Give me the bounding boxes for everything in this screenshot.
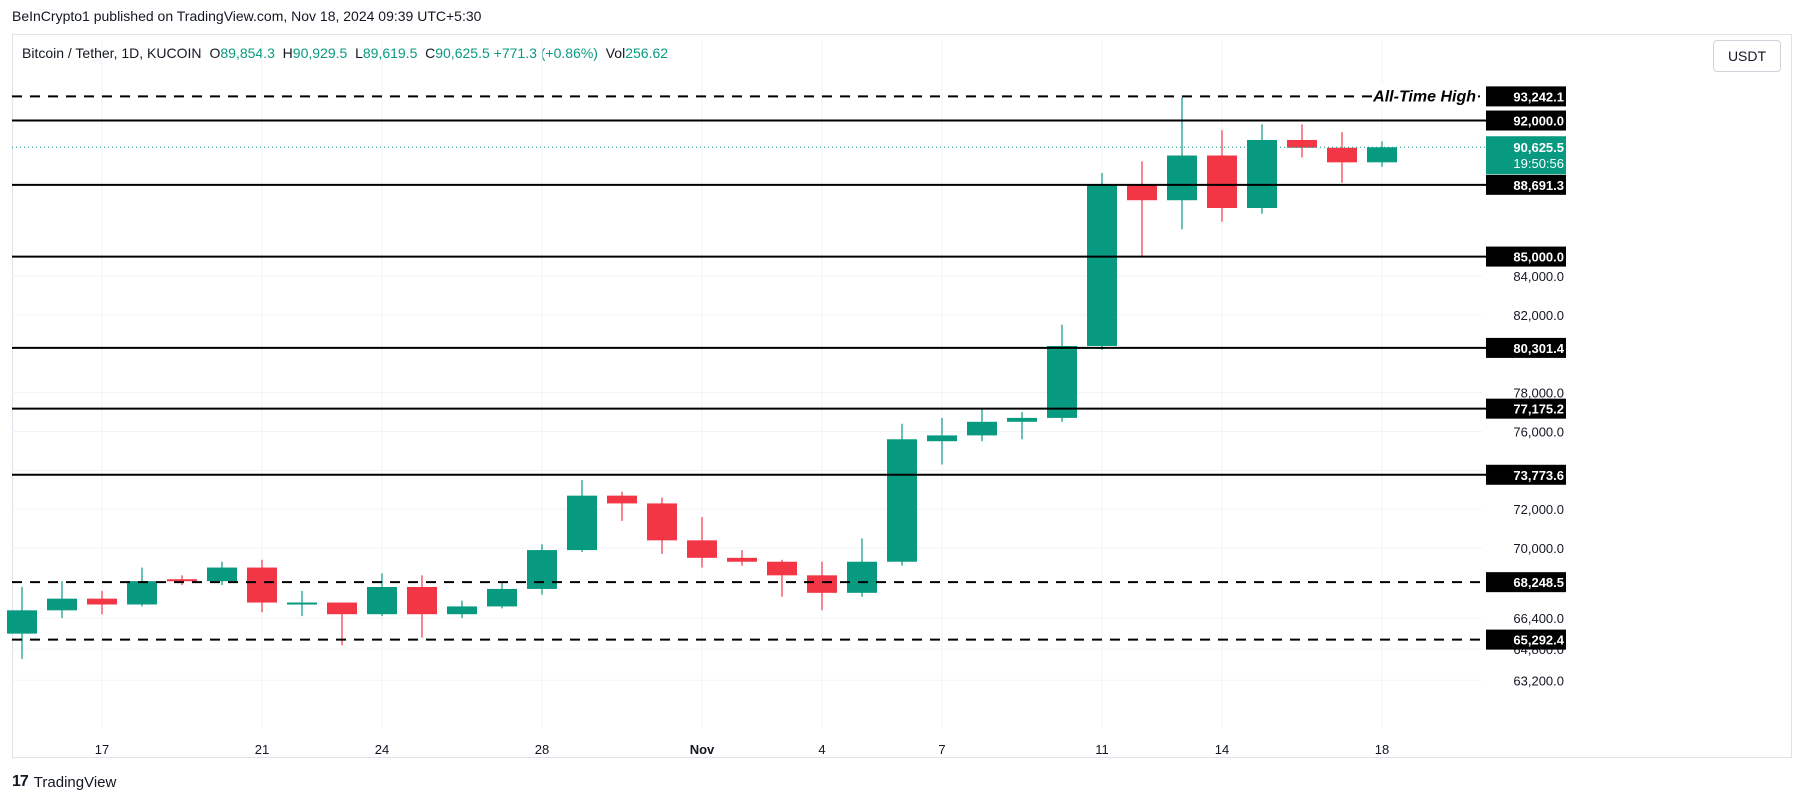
- open-value: 89,854.3: [220, 45, 275, 61]
- footer-brand[interactable]: TradingView: [33, 773, 117, 791]
- change-value: +771.3 (+0.86%): [493, 45, 598, 61]
- currency-button[interactable]: USDT: [1713, 40, 1781, 72]
- publisher-line: BeInCrypto1 published on TradingView.com…: [12, 8, 482, 24]
- close-value: 90,625.5: [435, 45, 490, 61]
- chart-frame: [12, 34, 1792, 758]
- symbol-label[interactable]: Bitcoin / Tether, 1D, KUCOIN: [22, 45, 202, 61]
- close-key: C: [425, 45, 436, 61]
- open-key: O: [209, 45, 221, 61]
- ohlc-legend: Bitcoin / Tether, 1D, KUCOIN O89,854.3 H9…: [22, 45, 668, 61]
- volume-value: 256.62: [625, 45, 669, 61]
- high-key: H: [282, 45, 293, 61]
- low-key: L: [355, 45, 363, 61]
- high-value: 90,929.5: [292, 45, 348, 61]
- low-value: 89,619.5: [362, 45, 418, 61]
- volume-key: Vol: [605, 45, 626, 61]
- footer: 17 TradingView: [12, 773, 116, 791]
- tradingview-logo-icon[interactable]: 17: [12, 773, 29, 790]
